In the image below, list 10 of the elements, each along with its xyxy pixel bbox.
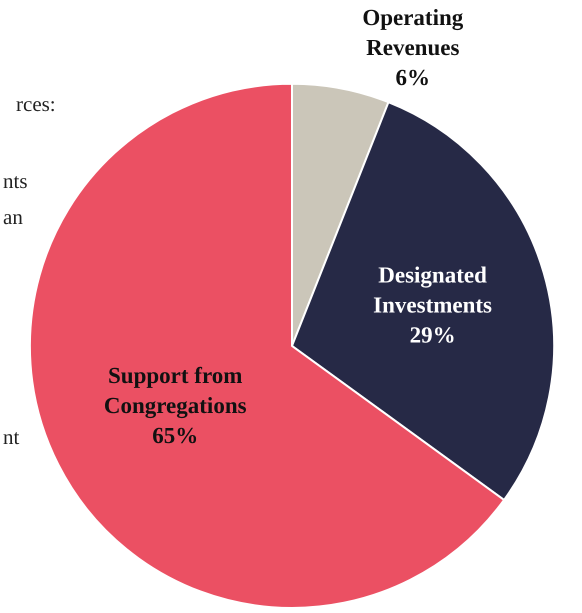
data-label: 6% — [396, 64, 430, 90]
text: nt — [3, 425, 20, 449]
data-label: 29% — [410, 322, 456, 348]
slice-label: Designated Investments — [373, 262, 492, 318]
slice-label: Operating Revenues — [362, 5, 464, 60]
slice-label: Support from Congregations — [104, 362, 247, 419]
text: nts — [3, 169, 28, 193]
text: rces: — [16, 92, 56, 116]
text: an — [3, 205, 24, 229]
data-label: 65% — [152, 422, 198, 448]
